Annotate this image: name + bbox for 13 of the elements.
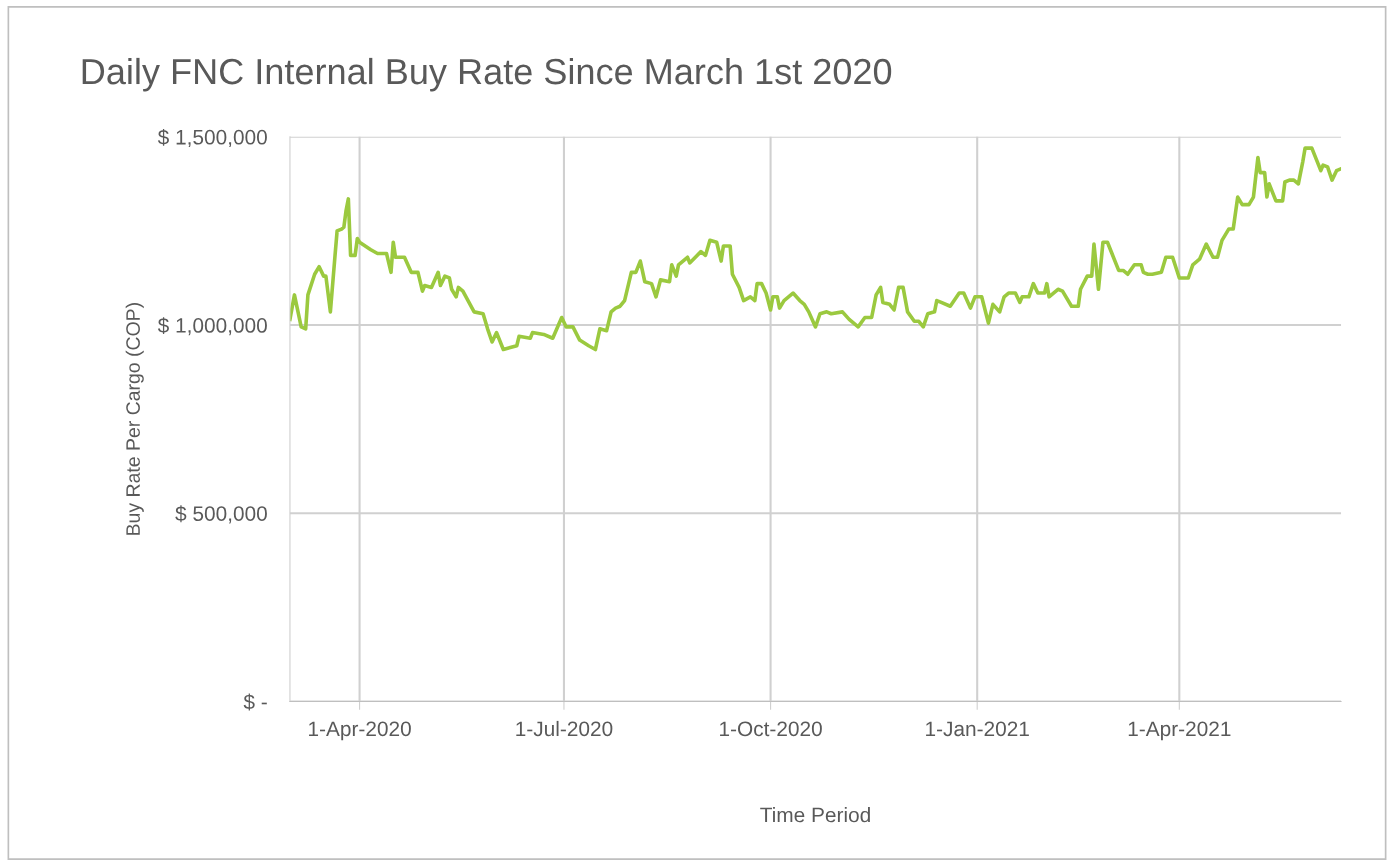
y-tick-label: $ 1,000,000 — [157, 317, 267, 336]
x-tick-label: 1-Apr-2021 — [1128, 721, 1231, 741]
x-tick-label: 1-Jan-2021 — [926, 721, 1029, 737]
x-axis-title: Time Period — [760, 806, 870, 823]
x-tick-label: 1-Apr-2020 — [309, 721, 411, 741]
x-tick-label: 1-Oct-2020 — [720, 721, 822, 737]
y-tick-label: $ - — [243, 693, 267, 711]
y-tick-label: $ 500,000 — [175, 505, 267, 524]
x-tick-label: 1-Jul-2020 — [516, 720, 613, 737]
line-series — [289, 146, 1342, 352]
y-tick-label: $ 1,500,000 — [157, 128, 267, 148]
chart-title: Daily FNC Internal Buy Rate Since March 1st 2020 — [82, 57, 892, 92]
y-axis-title: Buy Rate Per Cargo (COP) — [125, 303, 144, 535]
